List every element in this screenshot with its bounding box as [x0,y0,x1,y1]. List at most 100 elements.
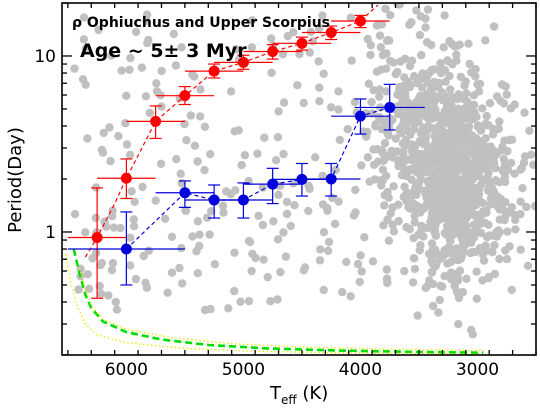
background-point [421,283,430,293]
red-point [267,46,279,58]
background-point [461,77,470,86]
background-point [273,235,283,244]
background-point [410,264,420,274]
background-point [452,130,462,139]
background-point [408,144,418,154]
background-point [434,214,444,223]
background-point [335,135,344,145]
background-point [492,150,501,159]
x-axis-title-unit: (K) [297,383,329,404]
background-point [279,228,288,237]
background-point [499,154,508,164]
background-point [457,144,466,154]
y-axis-title: Period(Day) [5,127,26,233]
background-point [423,176,432,186]
background-point [195,230,204,239]
background-point [484,272,494,282]
background-point [452,287,461,296]
background-point [106,156,115,166]
background-point [495,254,504,264]
background-point [464,39,473,48]
background-point [282,209,292,219]
background-point [507,135,517,144]
background-point [468,330,477,339]
red-point [91,232,103,244]
x-axis-title-main: T [269,383,282,404]
background-point [104,291,113,300]
background-point [520,108,529,117]
background-point [343,124,352,134]
background-point [452,50,461,59]
background-point [315,83,324,92]
background-point [430,226,439,236]
background-point [125,150,135,160]
background-point [334,87,343,96]
background-point [500,172,510,182]
background-point [193,217,203,226]
background-point [125,261,135,270]
background-point [498,205,508,214]
background-point [394,216,403,226]
background-point [445,37,454,46]
background-point [182,136,191,145]
background-point [271,156,281,165]
background-point [448,60,457,69]
background-point [474,121,483,130]
background-point [267,34,276,43]
background-point [357,267,366,276]
background-point [391,69,400,79]
background-point [486,200,495,209]
background-point [126,53,135,63]
background-point [405,61,415,71]
background-point [473,80,482,89]
background-point [491,176,500,185]
blue-point [354,110,366,122]
background-point [315,97,324,106]
background-point [200,305,210,315]
background-point [226,87,236,96]
background-point [404,166,413,175]
background-point [342,257,351,267]
background-point [318,11,327,20]
background-point [453,273,462,282]
background-point [426,85,436,94]
background-point [415,246,424,255]
background-point [519,158,529,167]
yellow-dotted-lower-curve [64,253,484,355]
background-point [472,267,481,276]
background-point [318,200,328,209]
background-point [151,196,160,205]
background-point [382,64,391,73]
background-point [169,29,178,39]
background-point [240,151,250,160]
background-point [122,91,131,101]
background-point [416,12,425,21]
background-point [475,219,484,229]
background-point [510,169,519,178]
blue-trend-line [125,106,390,250]
background-point [122,140,132,149]
background-point [190,141,200,150]
background-point [450,42,459,51]
model-curves [64,248,484,355]
background-point [440,272,449,281]
background-point [138,182,147,192]
background-point [481,134,490,143]
background-point [315,24,324,33]
background-point [281,252,291,261]
background-point [516,197,525,206]
background-point [478,276,487,285]
background-point [525,126,534,135]
background-point [380,201,389,210]
background-point [471,65,480,74]
background-point [130,197,139,206]
background-point [384,236,394,245]
background-point [157,102,166,111]
red-point [354,15,366,27]
background-point [319,69,328,79]
blue-point [267,178,279,190]
background-point [420,187,429,196]
background-point [434,308,443,317]
background-point [389,182,398,191]
